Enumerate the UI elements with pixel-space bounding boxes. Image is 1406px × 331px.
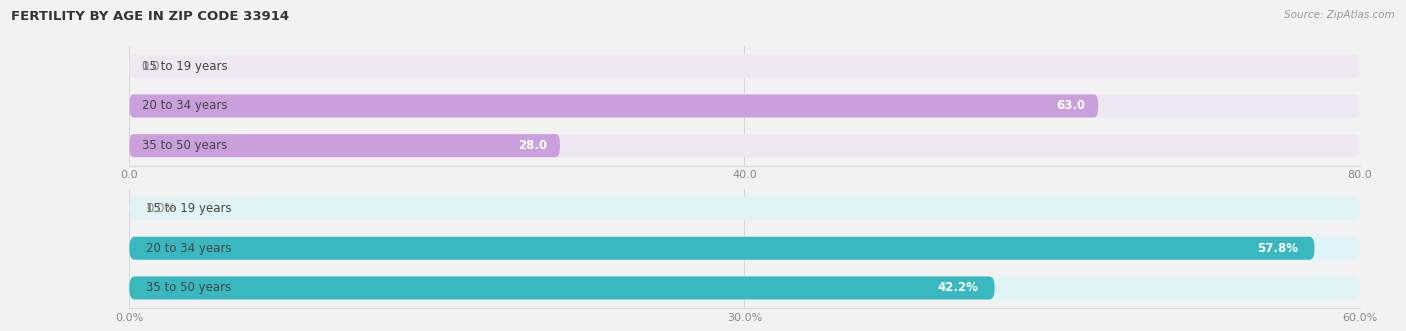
- FancyBboxPatch shape: [129, 94, 1098, 118]
- Text: 20 to 34 years: 20 to 34 years: [142, 99, 228, 113]
- FancyBboxPatch shape: [129, 276, 1360, 300]
- FancyBboxPatch shape: [129, 94, 1360, 118]
- Text: 0.0%: 0.0%: [146, 202, 176, 215]
- FancyBboxPatch shape: [129, 276, 994, 300]
- Text: 63.0: 63.0: [1057, 99, 1085, 113]
- Text: 15 to 19 years: 15 to 19 years: [142, 60, 228, 73]
- FancyBboxPatch shape: [129, 134, 560, 157]
- Text: 0.0: 0.0: [142, 60, 160, 73]
- Text: FERTILITY BY AGE IN ZIP CODE 33914: FERTILITY BY AGE IN ZIP CODE 33914: [11, 10, 290, 23]
- Text: 20 to 34 years: 20 to 34 years: [146, 242, 231, 255]
- FancyBboxPatch shape: [129, 134, 1360, 157]
- Text: 28.0: 28.0: [519, 139, 547, 152]
- FancyBboxPatch shape: [129, 237, 1360, 260]
- Text: 57.8%: 57.8%: [1257, 242, 1298, 255]
- FancyBboxPatch shape: [129, 55, 1360, 78]
- Text: 35 to 50 years: 35 to 50 years: [142, 139, 226, 152]
- Text: 35 to 50 years: 35 to 50 years: [146, 281, 231, 295]
- Text: 15 to 19 years: 15 to 19 years: [146, 202, 232, 215]
- Text: 42.2%: 42.2%: [938, 281, 979, 295]
- FancyBboxPatch shape: [129, 197, 1360, 220]
- Text: Source: ZipAtlas.com: Source: ZipAtlas.com: [1284, 10, 1395, 20]
- FancyBboxPatch shape: [129, 237, 1315, 260]
